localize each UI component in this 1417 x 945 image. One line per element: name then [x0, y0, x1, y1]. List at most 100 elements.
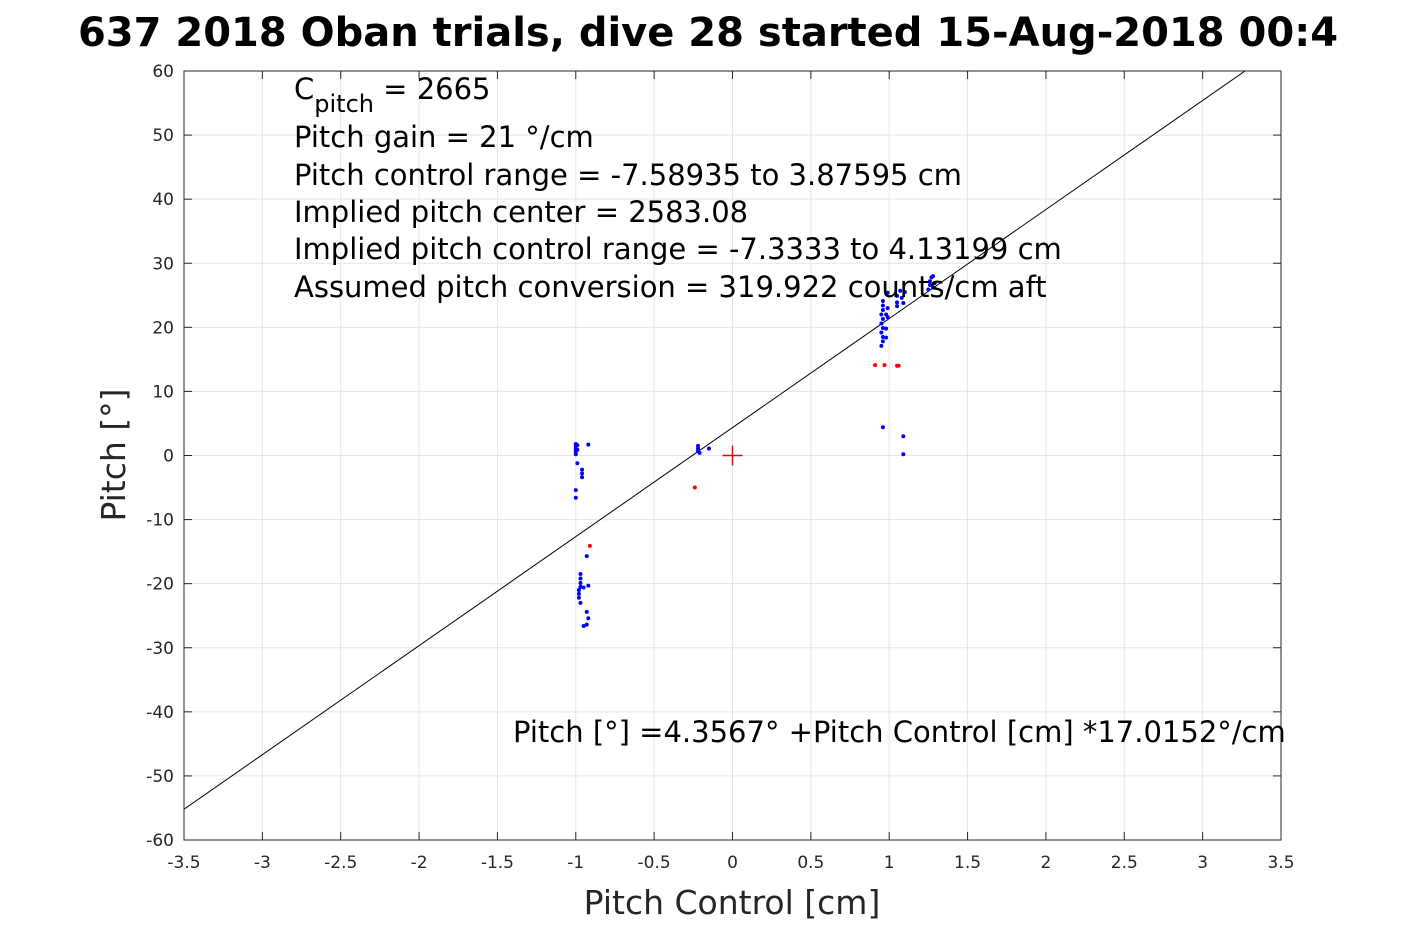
data-point	[880, 325, 885, 330]
data-point	[927, 283, 932, 288]
x-tick-label: -2	[411, 853, 428, 873]
data-point	[885, 315, 890, 320]
data-point	[587, 543, 592, 548]
x-tick-label: 1.5	[954, 853, 981, 873]
x-tick-label: 1	[884, 853, 895, 873]
annotation-c-pitch: Cpitch = 2665	[294, 72, 491, 118]
data-point	[884, 326, 889, 331]
data-point	[706, 446, 711, 451]
data-point	[931, 274, 936, 279]
y-tick-label: 40	[152, 190, 174, 210]
fit-line	[184, 71, 1246, 810]
data-point	[895, 293, 900, 298]
data-point	[578, 576, 583, 581]
y-tick-label: -60	[146, 831, 174, 851]
data-point	[880, 334, 885, 339]
data-point	[576, 595, 581, 600]
y-tick-label: -20	[146, 575, 174, 595]
data-point	[901, 434, 906, 439]
data-point	[576, 591, 581, 596]
annotation-conversion: Assumed pitch conversion = 319.922 count…	[294, 270, 1047, 304]
c-pitch-symbol: C	[294, 72, 314, 106]
data-point	[573, 488, 578, 493]
x-axis-label: Pitch Control [cm]	[584, 883, 881, 922]
x-tick-label: -3	[254, 853, 271, 873]
data-point	[880, 339, 885, 344]
x-tick-label: 0.5	[797, 853, 824, 873]
data-point	[880, 299, 885, 304]
data-point	[901, 300, 906, 305]
x-tick-label: -2.5	[324, 853, 357, 873]
chart-title: 637 2018 Oban trials, dive 28 started 15…	[78, 10, 1338, 56]
data-point	[584, 609, 589, 614]
data-point	[880, 425, 885, 430]
data-point	[879, 330, 884, 335]
data-point	[879, 312, 884, 317]
data-point	[578, 581, 583, 586]
y-tick-label: 20	[152, 318, 174, 338]
x-tick-label: 0	[727, 853, 738, 873]
data-point	[899, 295, 904, 300]
data-point	[885, 290, 890, 295]
data-point	[879, 321, 884, 326]
y-tick-label: 10	[152, 382, 174, 402]
data-point	[575, 443, 580, 448]
center-marker	[722, 445, 743, 466]
c-pitch-subscript: pitch	[314, 90, 374, 118]
y-tick-label: 50	[152, 126, 174, 146]
data-point	[873, 363, 878, 368]
data-points	[573, 274, 937, 628]
data-point	[584, 622, 589, 627]
data-point	[926, 287, 931, 292]
x-tick-label: 2	[1041, 853, 1052, 873]
y-tick-label: -40	[146, 703, 174, 723]
data-point	[896, 363, 901, 368]
data-point	[880, 303, 885, 308]
data-point	[586, 442, 591, 447]
data-point	[578, 600, 583, 605]
annotation-pitch-center: Implied pitch center = 2583.08	[294, 195, 748, 229]
y-tick-label: -30	[146, 639, 174, 659]
y-tick-label: 60	[152, 62, 174, 82]
c-pitch-value: = 2665	[374, 72, 491, 106]
annotation-block: Cpitch = 2665 Pitch gain = 21 °/cm Pitch…	[294, 72, 1062, 304]
data-point	[580, 467, 585, 472]
data-point	[880, 317, 885, 322]
y-tick-label: -10	[146, 511, 174, 531]
data-point	[902, 290, 907, 295]
x-tick-label: 3.5	[1267, 853, 1294, 873]
data-point	[575, 461, 580, 466]
data-point	[578, 572, 583, 577]
y-tick-labels: 60 50 40 30 20 10 0 -10 -20 -30 -40 -50 -60	[146, 62, 174, 851]
data-point	[895, 304, 900, 309]
annotation-implied-range: Implied pitch control range = -7.3333 to…	[294, 232, 1062, 266]
data-point	[880, 308, 885, 313]
x-tick-label: -0.5	[638, 853, 671, 873]
y-axis-label: Pitch [°]	[94, 388, 133, 521]
data-point	[584, 554, 589, 559]
data-point	[580, 475, 585, 480]
y-tick-label: 30	[152, 254, 174, 274]
data-point	[586, 583, 591, 588]
annotation-pitch-gain: Pitch gain = 21 °/cm	[294, 120, 594, 154]
data-point	[884, 335, 889, 340]
data-point	[573, 495, 578, 500]
data-point	[882, 363, 887, 368]
data-point	[927, 279, 932, 284]
data-point	[692, 485, 697, 490]
data-point	[573, 452, 578, 457]
data-point	[697, 450, 702, 455]
data-point	[581, 623, 586, 628]
data-point	[932, 281, 937, 286]
data-point	[898, 288, 903, 293]
data-point	[901, 452, 906, 457]
fit-equation: Pitch [°] =4.3567° +Pitch Control [cm] *…	[513, 715, 1286, 749]
data-point	[578, 584, 583, 589]
data-point	[931, 285, 936, 290]
x-tick-label: -1.5	[481, 853, 514, 873]
data-point	[879, 343, 884, 348]
x-tick-label: -1	[567, 853, 584, 873]
x-tick-label: -3.5	[167, 853, 200, 873]
x-tick-label: 3	[1197, 853, 1208, 873]
